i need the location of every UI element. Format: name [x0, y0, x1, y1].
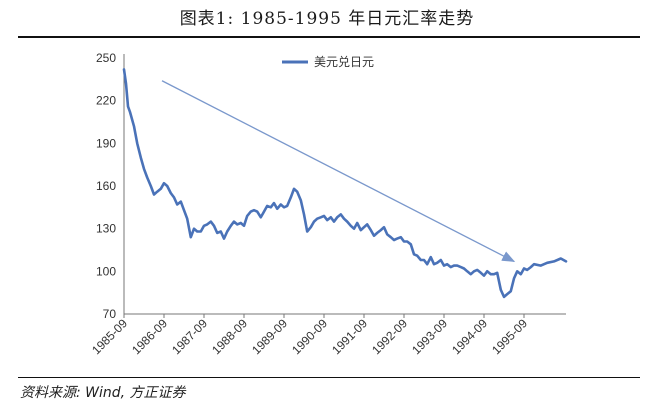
chart-title: 图表1: 1985-1995 年日元汇率走势 — [179, 9, 475, 29]
x-tick-label-1995-09: 1995-09 — [489, 316, 530, 357]
x-tick-label-1991-09: 1991-09 — [329, 316, 370, 357]
y-axis-ticks: 70 100 130 160 190 220 250 — [96, 51, 116, 321]
y-tick-label-190: 190 — [96, 136, 116, 150]
y-tick-label-130: 130 — [96, 222, 116, 236]
legend: 美元兑日元 — [282, 55, 374, 69]
y-tick-label-70: 70 — [103, 307, 117, 321]
x-tick-label-1989-09: 1989-09 — [249, 316, 290, 357]
source-divider — [18, 377, 640, 378]
line-chart: 70 100 130 160 190 220 250 1985-091986-091987-… — [89, 51, 568, 357]
legend-label: 美元兑日元 — [314, 55, 374, 69]
x-tick-label-1990-09: 1990-09 — [289, 316, 330, 357]
series-group — [122, 68, 568, 299]
y-tick-label-160: 160 — [96, 179, 116, 193]
title-divider — [18, 36, 640, 38]
x-tick-label-1994-09: 1994-09 — [449, 316, 490, 357]
y-tick-label-100: 100 — [96, 264, 116, 278]
y-tick-label-220: 220 — [96, 94, 116, 108]
trend-arrow-group — [161, 80, 516, 262]
x-tick-label-1986-09: 1986-09 — [129, 316, 170, 357]
y-tick-label-250: 250 — [96, 51, 116, 65]
trend-arrow — [161, 80, 516, 262]
x-tick-label-1992-09: 1992-09 — [369, 316, 410, 357]
x-axis-ticks: 1985-091986-091987-091988-091989-091990-… — [89, 314, 530, 357]
source-note: 资料来源: Wind, 方正证券 — [20, 385, 186, 401]
x-tick-label-1988-09: 1988-09 — [209, 316, 250, 357]
x-tick-label-1987-09: 1987-09 — [169, 316, 210, 357]
series-line-0 — [122, 68, 568, 299]
axes — [123, 54, 566, 315]
x-tick-label-1985-09: 1985-09 — [89, 316, 130, 357]
x-tick-label-1993-09: 1993-09 — [409, 316, 450, 357]
